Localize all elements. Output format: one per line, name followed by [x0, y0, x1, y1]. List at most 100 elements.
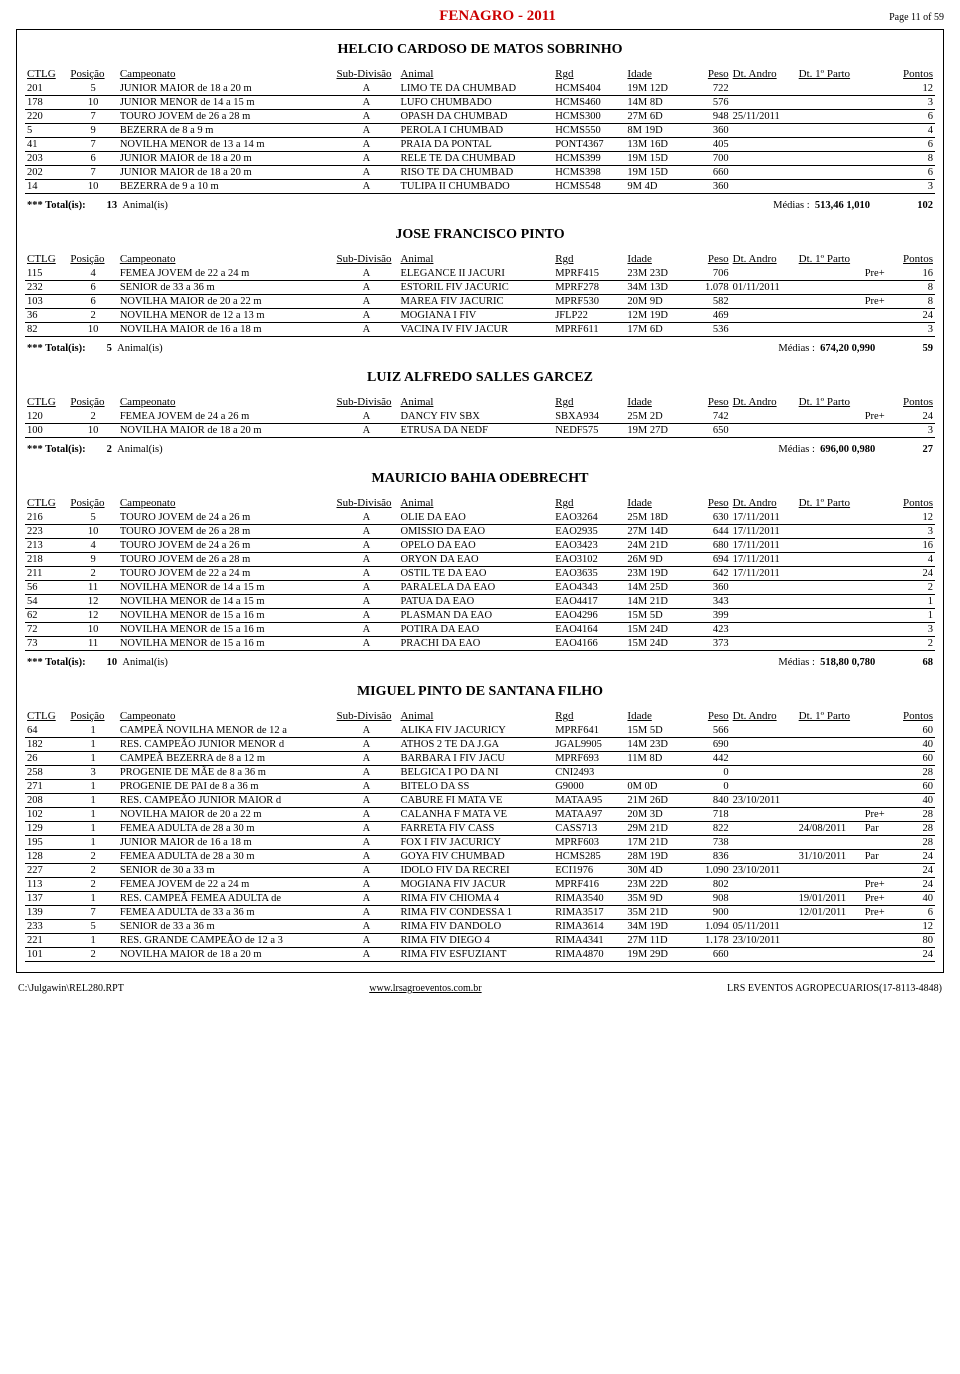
cell: 27M 11D	[625, 934, 685, 948]
cell: LIMO TE DA CHUMBAD	[398, 82, 553, 96]
cell	[863, 794, 894, 808]
cell: 12M 19D	[625, 309, 685, 323]
cell: A	[335, 595, 399, 609]
col-header: Pontos	[894, 66, 935, 82]
cell	[863, 948, 894, 962]
col-header: Sub-Divisão	[335, 708, 399, 724]
cell: CALANHA F MATA VE	[398, 808, 553, 822]
cell: 129	[25, 822, 68, 836]
cell: NOVILHA MAIOR de 18 a 20 m	[118, 948, 335, 962]
cell: NOVILHA MENOR de 12 a 13 m	[118, 309, 335, 323]
cell: PRAIA DA PONTAL	[398, 138, 553, 152]
table-row: 2211RES. GRANDE CAMPEÃO de 12 a 3ARIMA F…	[25, 934, 935, 948]
col-header: Dt. 1º Parto	[797, 66, 863, 82]
cell: 10	[68, 96, 118, 110]
cell: 1	[68, 738, 118, 752]
cell: MPRF530	[553, 295, 625, 309]
table-row: 8210NOVILHA MAIOR de 16 a 18 mAVACINA IV…	[25, 323, 935, 337]
cell: 4	[68, 267, 118, 281]
col-header	[863, 251, 894, 267]
cell: 360	[685, 124, 730, 138]
cell: 40	[894, 794, 935, 808]
cell: 6	[894, 906, 935, 920]
col-header: Idade	[625, 708, 685, 724]
cell: A	[335, 166, 399, 180]
cell: TOURO JOVEM de 24 a 26 m	[118, 539, 335, 553]
cell: 17/11/2011	[731, 553, 797, 567]
cell: 642	[685, 567, 730, 581]
cell: 1.078	[685, 281, 730, 295]
cell: 103	[25, 295, 68, 309]
cell: Par	[863, 850, 894, 864]
cell	[797, 934, 863, 948]
cell: A	[335, 920, 399, 934]
cell: 738	[685, 836, 730, 850]
cell: Pre+	[863, 267, 894, 281]
cell	[797, 124, 863, 138]
cell: 706	[685, 267, 730, 281]
col-header: Dt. 1º Parto	[797, 495, 863, 511]
cell	[797, 920, 863, 934]
cell: 8	[894, 281, 935, 295]
cell: NOVILHA MAIOR de 20 a 22 m	[118, 808, 335, 822]
cell: 208	[25, 794, 68, 808]
cell: IDOLO FIV DA RECREI	[398, 864, 553, 878]
cell	[731, 878, 797, 892]
col-header: Campeonato	[118, 394, 335, 410]
cell: 1	[894, 609, 935, 623]
cell: OLIE DA EAO	[398, 511, 553, 525]
cell	[863, 553, 894, 567]
cell: RIMA FIV ESFUZIANT	[398, 948, 553, 962]
col-header: Dt. Andro	[731, 394, 797, 410]
cell: 137	[25, 892, 68, 906]
col-header: Posição	[68, 394, 118, 410]
col-header: Idade	[625, 394, 685, 410]
table-row: 1282FEMEA ADULTA de 28 a 30 mAGOYA FIV C…	[25, 850, 935, 864]
cell: 17/11/2011	[731, 511, 797, 525]
table-row: 17810JUNIOR MENOR de 14 a 15 mALUFO CHUM…	[25, 96, 935, 110]
results-table: CTLGPosiçãoCampeonatoSub-DivisãoAnimalRg…	[25, 251, 935, 337]
col-header: CTLG	[25, 251, 68, 267]
cell	[797, 794, 863, 808]
cell: 742	[685, 410, 730, 424]
cell: 24/08/2011	[797, 822, 863, 836]
cell: TOURO JOVEM de 26 a 28 m	[118, 110, 335, 124]
cell: 12	[894, 511, 935, 525]
col-header: Posição	[68, 66, 118, 82]
cell: ELEGANCE II JACURI	[398, 267, 553, 281]
cell: 24	[894, 878, 935, 892]
cell: 23M 19D	[625, 567, 685, 581]
cell: 23/10/2011	[731, 934, 797, 948]
cell: A	[335, 567, 399, 581]
cell: 34M 19D	[625, 920, 685, 934]
cell: 5	[68, 82, 118, 96]
col-header: Dt. 1º Parto	[797, 251, 863, 267]
cell: 722	[685, 82, 730, 96]
col-header: Rgd	[553, 66, 625, 82]
cell: 178	[25, 96, 68, 110]
cell	[731, 595, 797, 609]
cell: 3	[894, 623, 935, 637]
cell: RIMA FIV DIEGO 4	[398, 934, 553, 948]
cell: 232	[25, 281, 68, 295]
cell: 203	[25, 152, 68, 166]
cell: 908	[685, 892, 730, 906]
cell: A	[335, 110, 399, 124]
cell: TOURO JOVEM de 24 a 26 m	[118, 511, 335, 525]
cell: 13M 16D	[625, 138, 685, 152]
cell	[731, 152, 797, 166]
cell: A	[335, 281, 399, 295]
col-header: Peso	[685, 394, 730, 410]
cell: MPRF603	[553, 836, 625, 850]
cell: POTIRA DA EAO	[398, 623, 553, 637]
table-row: 1397FEMEA ADULTA de 33 a 36 mARIMA FIV C…	[25, 906, 935, 920]
cell	[863, 724, 894, 738]
col-header	[863, 495, 894, 511]
cell: 24	[894, 567, 935, 581]
totals-left: *** Total(is): 5 Animal(is)	[27, 343, 163, 354]
cell: 0	[685, 780, 730, 794]
cell: 80	[894, 934, 935, 948]
table-row: 1012NOVILHA MAIOR de 18 a 20 mARIMA FIV …	[25, 948, 935, 962]
cell	[797, 595, 863, 609]
cell: OMISSIO DA EAO	[398, 525, 553, 539]
